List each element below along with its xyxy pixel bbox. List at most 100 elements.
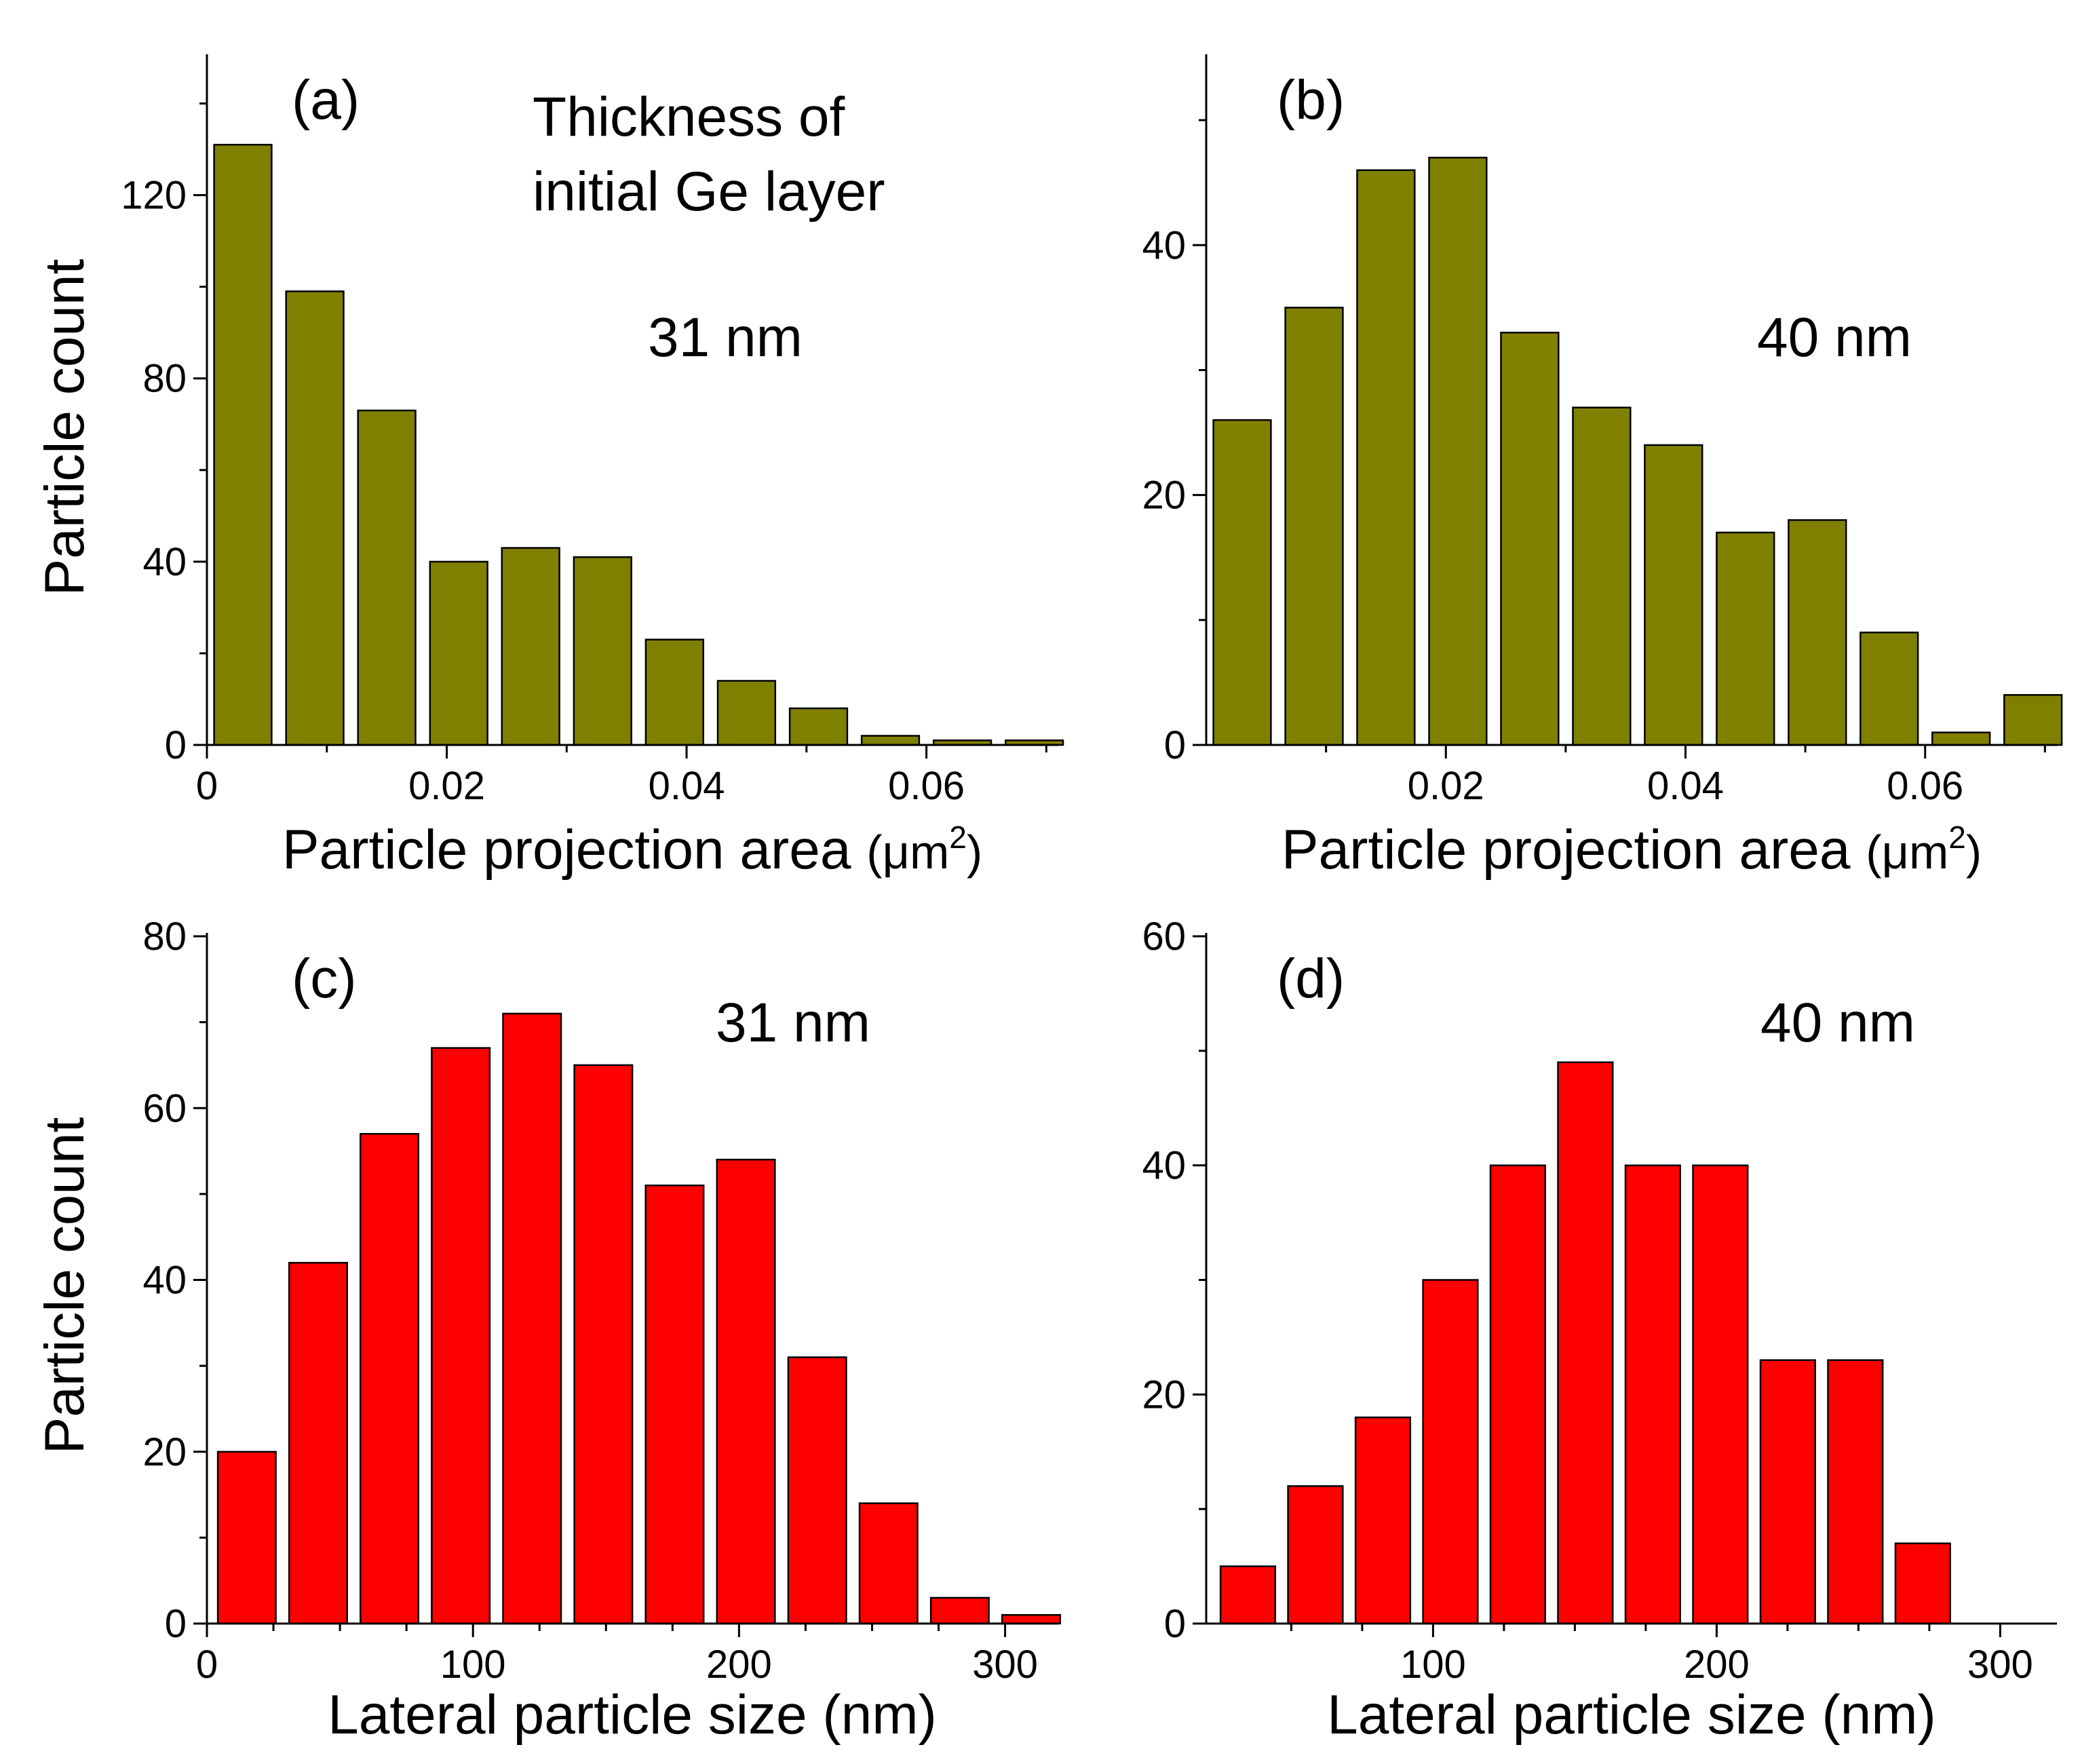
- panel-d: 0 20 40 60 100 200 300 Lateral particle size (n…: [1142, 915, 2057, 1746]
- x-axis-title-d: Lateral particle size (nm): [1327, 1684, 1936, 1746]
- bar-b-7: [1716, 531, 1775, 746]
- x-tick-label-a-1: 0.02: [408, 764, 485, 808]
- bar-a-8: [788, 707, 849, 746]
- panel-b: 0 20 40 0.02 0.04 0.06 Particle projection are…: [1142, 54, 2063, 881]
- y-tick-label-b-2: 40: [1142, 223, 1186, 267]
- panel-letter-b: (b): [1277, 69, 1345, 131]
- bar-a-2: [357, 409, 417, 746]
- bar-d-7: [1692, 1164, 1749, 1625]
- y-tick-label-a-2: 80: [142, 357, 187, 401]
- x-axis-title-unit-close: ): [967, 826, 982, 879]
- x-tick-label-d-1: 200: [1684, 1643, 1750, 1687]
- panel-letter-d: (d): [1277, 948, 1345, 1010]
- annotation-a-2: 31 nm: [648, 307, 803, 368]
- x-tick-label-a-3: 0.06: [888, 764, 965, 808]
- y-tick-label-c-4: 80: [142, 915, 187, 959]
- bar-c-7: [716, 1158, 776, 1625]
- y-tick-label-a-1: 40: [142, 540, 187, 584]
- y-axis-title-c: Particle count: [34, 1117, 96, 1454]
- bar-b-11: [2003, 694, 2063, 746]
- bar-a-1: [285, 290, 345, 746]
- bar-c-9: [858, 1502, 919, 1625]
- bar-c-8: [787, 1356, 847, 1625]
- annotation-b-0: 40 nm: [1757, 307, 1912, 368]
- bar-b-10: [1931, 731, 1991, 746]
- bar-d-10: [1894, 1542, 1951, 1625]
- x-tick-label-d-0: 100: [1400, 1643, 1466, 1687]
- bar-d-9: [1827, 1359, 1884, 1625]
- y-tick-label-b-0: 0: [1164, 723, 1186, 767]
- x-tick-label-c-0: 0: [196, 1643, 218, 1687]
- bar-a-6: [644, 638, 704, 746]
- annotation-a-1: initial Ge layer: [533, 161, 885, 223]
- bar-b-5: [1572, 406, 1632, 746]
- bar-c-2: [360, 1132, 420, 1625]
- panel-letter-c: (c): [292, 948, 357, 1010]
- bar-d-4: [1489, 1164, 1546, 1625]
- bar-b-8: [1788, 519, 1847, 746]
- x-tick-label-c-3: 300: [972, 1643, 1038, 1687]
- bar-b-1: [1284, 307, 1344, 746]
- y-tick-label-a-0: 0: [165, 723, 187, 767]
- bar-b-0: [1212, 419, 1272, 746]
- y-tick-label-c-1: 20: [142, 1430, 187, 1474]
- bar-a-5: [573, 556, 632, 746]
- bar-b-9: [1860, 631, 1919, 746]
- x-axis-title-unit: (μm: [866, 826, 949, 879]
- x-tick-label-d-2: 300: [1967, 1643, 2033, 1687]
- bar-c-0: [216, 1451, 277, 1625]
- x-axis-title-sup: 2: [949, 820, 967, 855]
- bar-d-8: [1759, 1359, 1816, 1625]
- bar-d-3: [1422, 1279, 1479, 1625]
- bar-a-7: [716, 680, 777, 746]
- annotation-d-0: 40 nm: [1760, 992, 1915, 1054]
- bar-b-4: [1500, 331, 1560, 746]
- bar-c-4: [502, 1012, 562, 1625]
- bars-a: [213, 144, 1064, 746]
- bar-c-10: [929, 1596, 990, 1625]
- x-tick-label-a-2: 0.04: [649, 764, 725, 808]
- x-tick-label-c-1: 100: [440, 1643, 506, 1687]
- x-axis-title-main: Particle projection area: [282, 819, 866, 881]
- bar-b-2: [1356, 169, 1416, 746]
- panel-a: 0 40 80 120 0 0.02 0.04 0.06 Particle projection…: [34, 54, 1064, 881]
- bar-c-3: [431, 1047, 491, 1625]
- bars-b: [1212, 157, 2063, 746]
- bar-c-5: [573, 1064, 634, 1625]
- bar-a-0: [213, 144, 273, 746]
- x-axis-title-main: Particle projection area: [1282, 819, 1866, 881]
- bar-a-9: [860, 735, 921, 746]
- x-axis-title-b: Particle projection area (μm2): [1282, 819, 1982, 881]
- y-tick-label-c-3: 60: [142, 1086, 187, 1130]
- bar-c-1: [288, 1261, 348, 1625]
- bar-d-2: [1354, 1416, 1412, 1625]
- bars-d: [1219, 1061, 1951, 1625]
- y-tick-label-d-2: 40: [1142, 1144, 1186, 1188]
- bar-d-5: [1557, 1061, 1614, 1625]
- y-tick-label-b-1: 20: [1142, 474, 1186, 518]
- bar-a-4: [501, 547, 560, 746]
- bars-c: [216, 1012, 1061, 1625]
- bar-b-3: [1428, 157, 1488, 746]
- annotation-a-0: Thickness of: [533, 86, 845, 148]
- annotation-c-0: 31 nm: [716, 992, 870, 1054]
- y-tick-label-c-2: 40: [142, 1259, 187, 1303]
- y-tick-label-d-0: 0: [1164, 1602, 1186, 1646]
- y-tick-label-d-1: 20: [1142, 1373, 1186, 1417]
- y-tick-label-d-3: 60: [1142, 915, 1186, 959]
- y-axis-title-a: Particle count: [34, 258, 96, 596]
- x-tick-label-a-0: 0: [196, 764, 218, 808]
- x-tick-label-b-0: 0.02: [1408, 764, 1484, 808]
- x-tick-label-c-2: 200: [706, 1643, 772, 1687]
- panel-letter-a: (a): [292, 69, 360, 131]
- x-axis-title-unit: (μm: [1866, 826, 1948, 879]
- x-tick-label-b-2: 0.06: [1887, 764, 1963, 808]
- panel-c: 0 20 40 60 80 0 100 200 300 Lateral particle size…: [34, 915, 1061, 1746]
- bar-c-11: [1001, 1614, 1061, 1625]
- y-tick-label-a-3: 120: [121, 174, 187, 218]
- bar-d-0: [1219, 1565, 1277, 1625]
- x-axis-title-unit-close: ): [1966, 826, 1982, 879]
- y-tick-label-c-0: 0: [165, 1602, 187, 1646]
- bar-b-6: [1644, 444, 1703, 746]
